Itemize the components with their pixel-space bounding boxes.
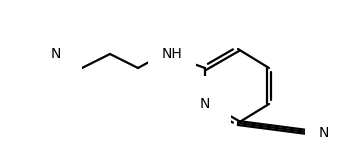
Text: N: N [319, 126, 329, 140]
Text: NH: NH [161, 47, 182, 61]
Text: N: N [51, 47, 61, 61]
Text: N: N [200, 97, 210, 111]
